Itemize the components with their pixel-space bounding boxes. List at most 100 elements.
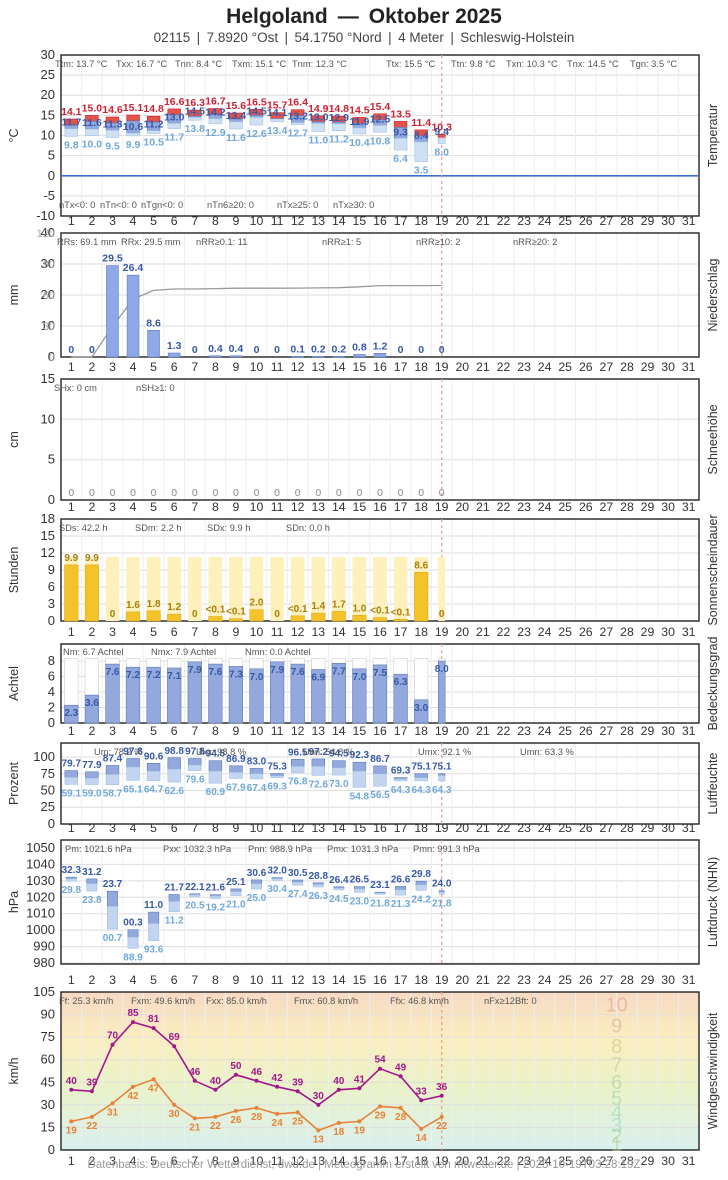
svg-text:75.1: 75.1 <box>411 762 431 773</box>
svg-text:9.9: 9.9 <box>126 139 141 151</box>
svg-text:1.8: 1.8 <box>147 599 161 610</box>
svg-text:12.5: 12.5 <box>370 113 391 125</box>
svg-text:<0.1: <0.1 <box>288 604 308 615</box>
svg-text:8: 8 <box>212 625 219 639</box>
svg-text:14.1: 14.1 <box>267 107 288 119</box>
svg-text:SDn: 0.0 h: SDn: 0.0 h <box>286 523 330 533</box>
svg-text:0: 0 <box>274 487 280 499</box>
svg-text:26.6: 26.6 <box>391 874 411 885</box>
svg-text:1.2: 1.2 <box>167 602 181 613</box>
svg-text:31: 31 <box>682 360 696 374</box>
svg-text:4: 4 <box>130 500 137 514</box>
svg-text:4: 4 <box>130 625 137 639</box>
svg-text:0: 0 <box>254 487 260 499</box>
svg-text:10: 10 <box>250 500 264 514</box>
svg-text:Prozent: Prozent <box>7 761 21 805</box>
svg-text:30: 30 <box>661 973 675 987</box>
svg-text:11.9: 11.9 <box>349 116 369 128</box>
svg-text:mm: mm <box>7 285 21 306</box>
svg-text:Unn: 54.8 %: Unn: 54.8 % <box>303 747 354 757</box>
svg-text:Datenbasis: Deutscher Wetterdi: Datenbasis: Deutscher Wetterdienst, dwd.… <box>88 1159 641 1171</box>
svg-text:RRx: 29.5 mm: RRx: 29.5 mm <box>121 237 181 247</box>
svg-text:13: 13 <box>311 973 325 987</box>
svg-text:5: 5 <box>150 821 157 835</box>
svg-text:SHx: 0 cm: SHx: 0 cm <box>54 383 97 393</box>
svg-text:14: 14 <box>332 973 346 987</box>
svg-text:11.2: 11.2 <box>329 134 349 146</box>
svg-text:73.0: 73.0 <box>329 779 349 790</box>
svg-text:7: 7 <box>191 625 198 639</box>
svg-text:17: 17 <box>394 500 408 514</box>
svg-text:23: 23 <box>517 821 531 835</box>
svg-text:Stunden: Stunden <box>7 547 21 594</box>
svg-text:Ttm: 13.7 °C: Ttm: 13.7 °C <box>55 59 108 69</box>
svg-text:31: 31 <box>682 1154 696 1168</box>
svg-text:990: 990 <box>33 939 55 954</box>
svg-text:8: 8 <box>212 360 219 374</box>
svg-text:0: 0 <box>192 487 198 499</box>
svg-text:20: 20 <box>455 724 469 738</box>
svg-text:0.4: 0.4 <box>229 343 244 355</box>
svg-text:28: 28 <box>620 821 634 835</box>
svg-text:26.4: 26.4 <box>123 262 144 274</box>
svg-text:14.5: 14.5 <box>246 105 267 117</box>
svg-text:22: 22 <box>497 973 511 987</box>
svg-text:12.9: 12.9 <box>329 112 350 124</box>
svg-text:7.2: 7.2 <box>126 670 140 681</box>
svg-text:25.0: 25.0 <box>247 893 267 904</box>
svg-text:6: 6 <box>171 214 178 228</box>
svg-text:02115 | 7.8920 °Ost | 54.1: 02115 | 7.8920 °Ost | 54.1750 °Nord | 4 … <box>154 30 575 45</box>
svg-text:42: 42 <box>272 1073 284 1084</box>
svg-text:9: 9 <box>232 360 239 374</box>
svg-text:Helgoland — Oktober 2025: Helgoland — Oktober 2025 <box>226 5 502 28</box>
svg-text:0: 0 <box>336 487 342 499</box>
svg-text:0: 0 <box>130 487 136 499</box>
svg-text:27: 27 <box>600 360 614 374</box>
svg-text:25: 25 <box>558 360 572 374</box>
svg-text:21: 21 <box>476 625 490 639</box>
svg-text:50: 50 <box>41 783 55 798</box>
svg-text:30: 30 <box>661 360 675 374</box>
svg-text:8.6: 8.6 <box>146 317 161 329</box>
svg-text:1.3: 1.3 <box>167 340 182 352</box>
svg-text:29: 29 <box>641 214 655 228</box>
svg-text:11.2: 11.2 <box>165 916 184 927</box>
svg-text:1050: 1050 <box>26 840 55 855</box>
svg-text:31: 31 <box>682 724 696 738</box>
svg-text:28: 28 <box>620 625 634 639</box>
svg-text:6: 6 <box>171 500 178 514</box>
svg-text:17: 17 <box>394 821 408 835</box>
svg-text:Pxx: 1032.3 hPa: Pxx: 1032.3 hPa <box>163 844 232 854</box>
svg-text:24.5: 24.5 <box>329 894 349 905</box>
svg-text:23.7: 23.7 <box>103 879 123 890</box>
svg-text:14: 14 <box>416 1133 428 1144</box>
svg-text:3.0: 3.0 <box>414 703 428 714</box>
svg-text:25: 25 <box>41 67 55 82</box>
svg-text:4: 4 <box>48 684 55 699</box>
svg-text:59.0: 59.0 <box>82 789 102 800</box>
svg-text:7: 7 <box>191 214 198 228</box>
svg-text:90: 90 <box>43 259 55 271</box>
svg-text:Windgeschwindigkeit: Windgeschwindigkeit <box>706 1012 720 1129</box>
svg-text:24: 24 <box>538 724 552 738</box>
svg-text:70: 70 <box>107 1031 119 1042</box>
svg-text:Temperatur: Temperatur <box>706 104 720 167</box>
svg-text:3: 3 <box>109 724 116 738</box>
svg-text:13: 13 <box>311 500 325 514</box>
svg-text:47: 47 <box>148 1083 160 1094</box>
svg-text:26: 26 <box>230 1115 242 1126</box>
svg-text:40: 40 <box>333 1076 345 1087</box>
svg-text:21: 21 <box>476 973 490 987</box>
svg-text:7.0: 7.0 <box>250 672 264 683</box>
svg-text:29: 29 <box>374 1110 386 1121</box>
svg-text:18: 18 <box>414 724 428 738</box>
svg-text:2: 2 <box>48 700 55 715</box>
svg-text:4: 4 <box>130 724 137 738</box>
svg-text:21: 21 <box>476 821 490 835</box>
svg-text:21.7: 21.7 <box>164 883 184 894</box>
svg-text:18: 18 <box>414 821 428 835</box>
svg-text:Uxx: 98.8 %: Uxx: 98.8 % <box>196 747 246 757</box>
svg-text:85: 85 <box>127 1008 139 1019</box>
svg-text:7.7: 7.7 <box>332 666 346 677</box>
svg-text:0: 0 <box>295 487 301 499</box>
